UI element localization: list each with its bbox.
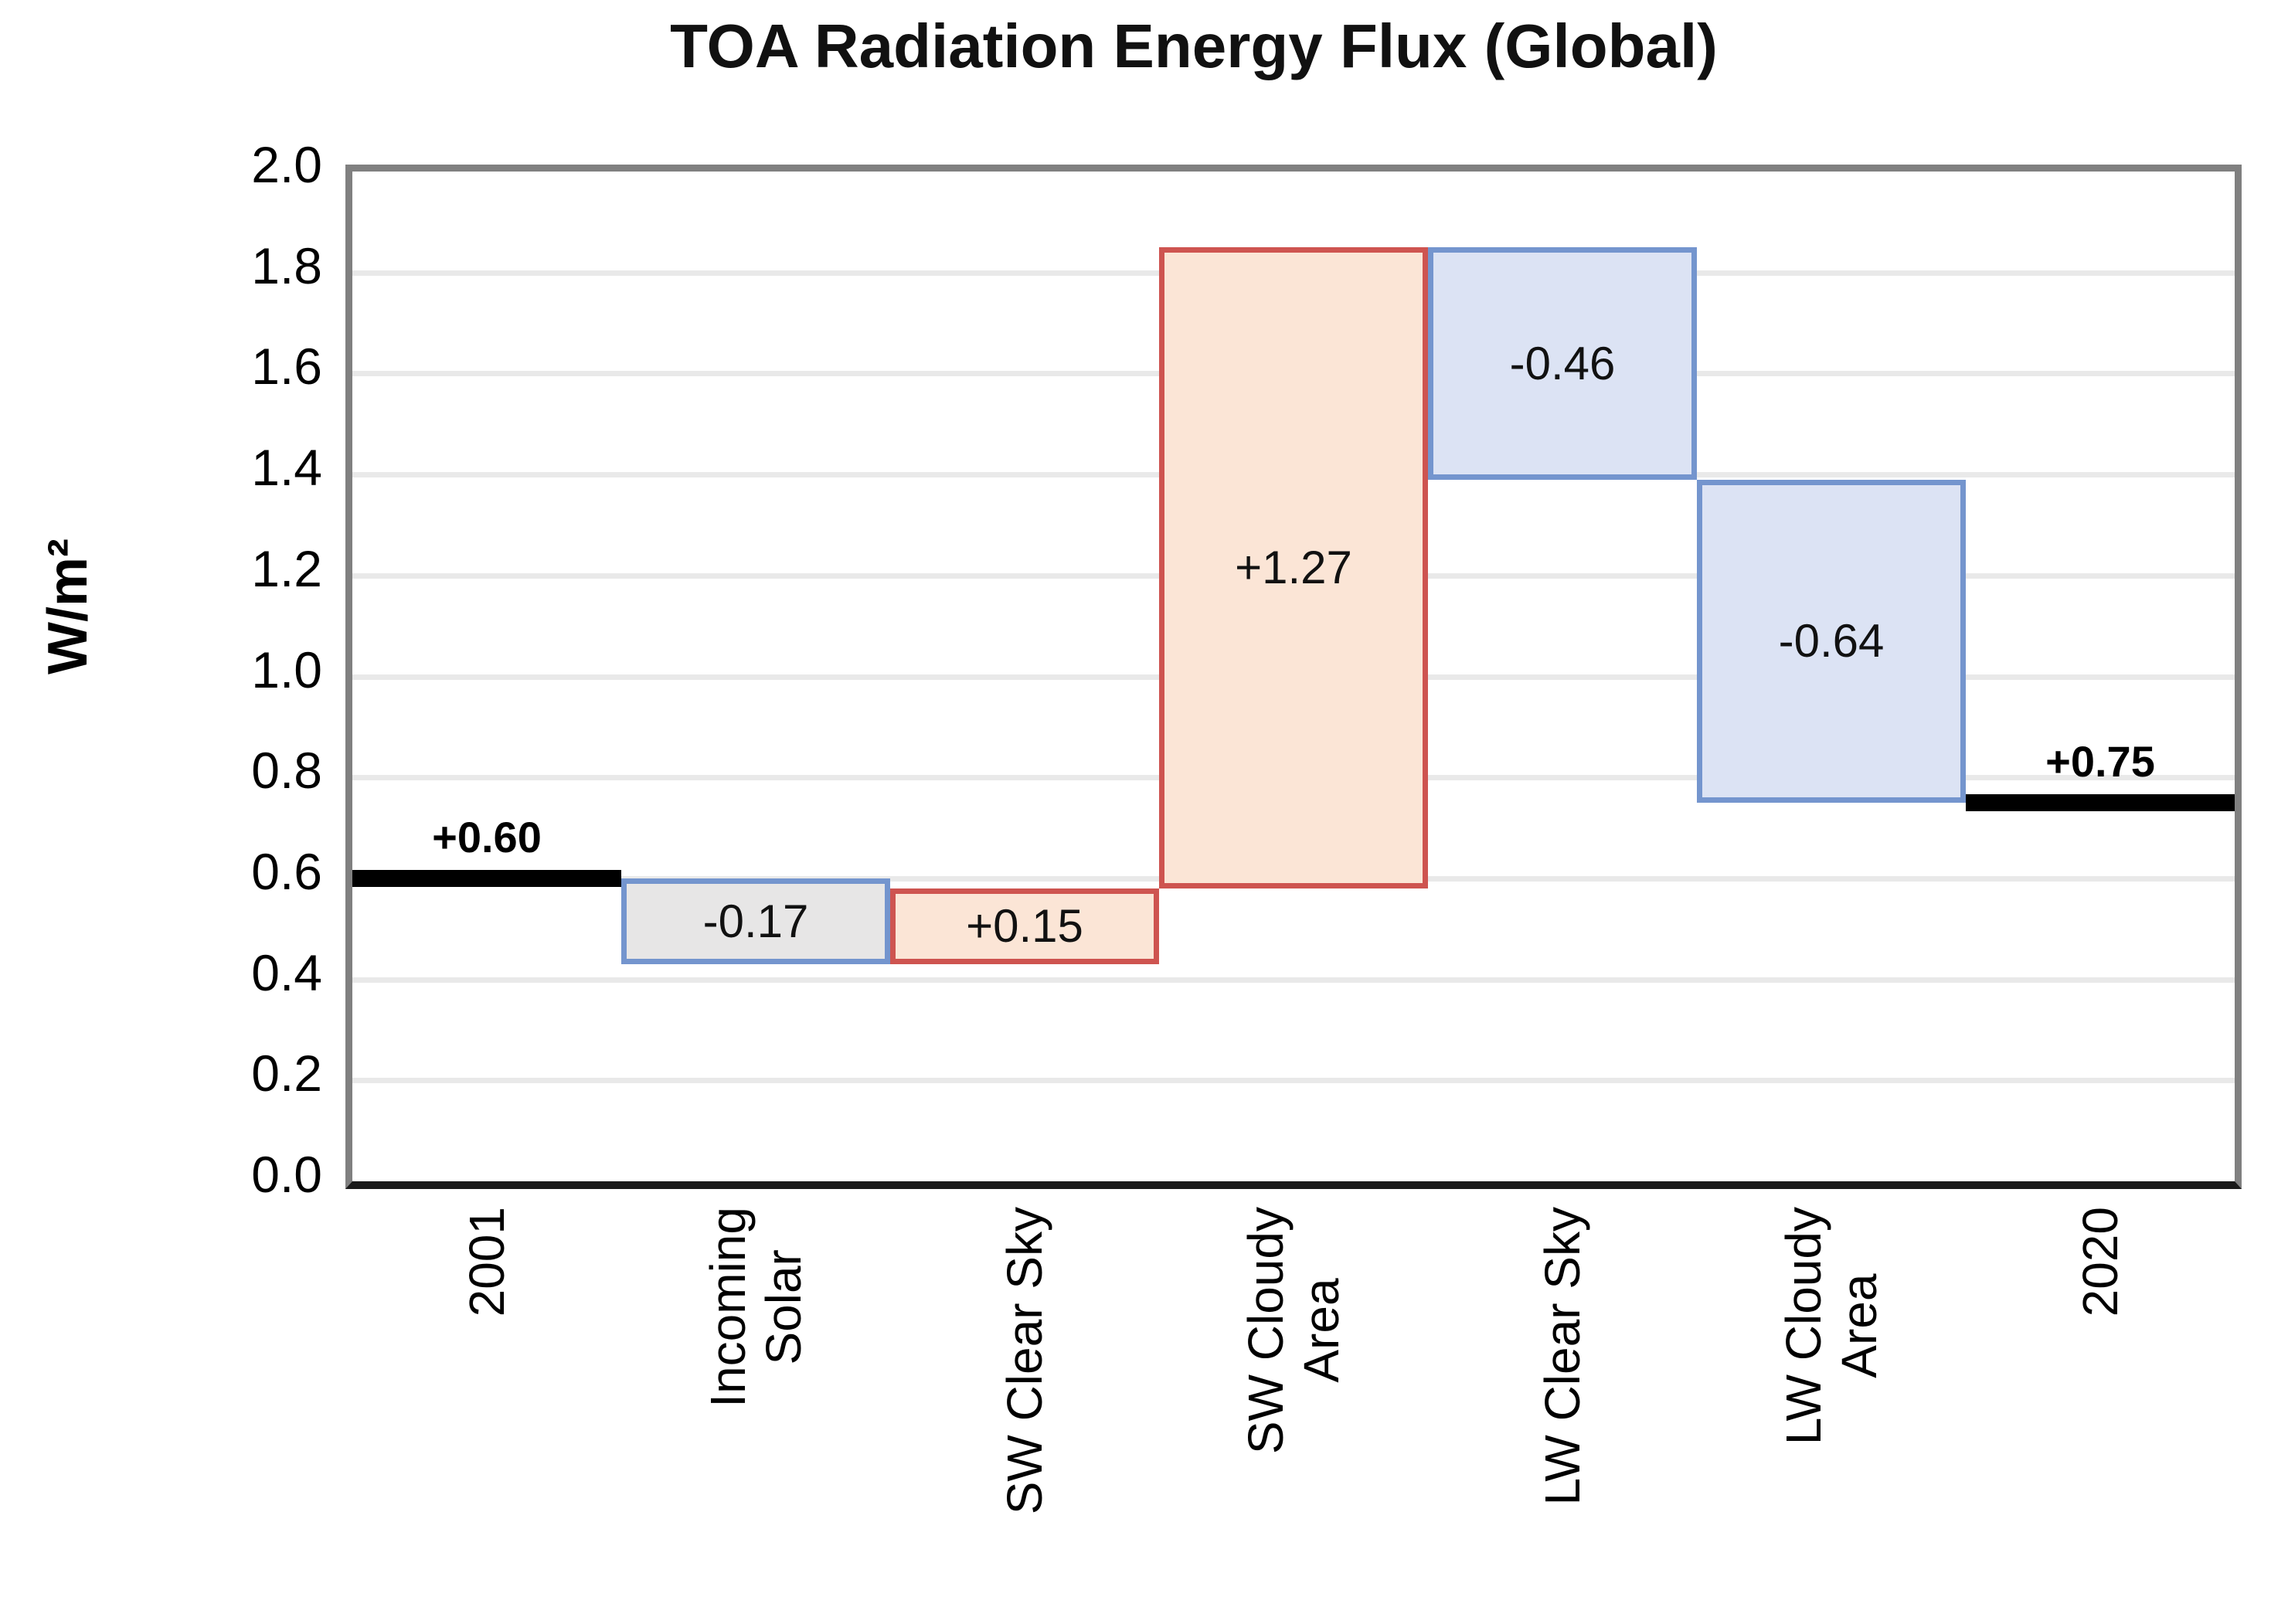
bar-incoming-solar: -0.17 — [621, 878, 890, 964]
y-axis-title: W/m² — [37, 539, 99, 674]
gridline — [352, 1078, 2235, 1084]
y-tick-label: 1.6 — [251, 338, 322, 396]
y-tick-label: 1.0 — [251, 640, 322, 698]
x-label-text: SW Clear Sky — [997, 1207, 1052, 1515]
x-label-incoming-solar: Incoming Solar — [700, 1207, 811, 1578]
y-tick-label: 0.0 — [251, 1146, 322, 1203]
data-label-2001: +0.60 — [432, 812, 542, 861]
x-label-text: SW Cloudy Area — [1238, 1207, 1349, 1455]
data-label-2020: +0.75 — [2045, 736, 2155, 786]
data-label-incoming-solar: -0.17 — [702, 895, 809, 947]
y-tick-label: 1.4 — [251, 439, 322, 497]
bar-2001 — [352, 869, 621, 887]
data-label-sw-clear-sky: +0.15 — [966, 900, 1083, 953]
y-tick-label: 0.2 — [251, 1045, 322, 1102]
x-label-sw-clear-sky: SW Clear Sky — [997, 1207, 1052, 1578]
y-tick-label: 0.4 — [251, 943, 322, 1001]
x-label-2020: 2020 — [2072, 1207, 2128, 1578]
y-tick-label: 2.0 — [251, 136, 322, 193]
data-label-lw-cloudy-area: -0.64 — [1778, 615, 1885, 668]
gridline — [352, 977, 2235, 983]
x-label-lw-cloudy-area: LW Cloudy Area — [1776, 1207, 1887, 1578]
bar-lw-clear-sky: -0.46 — [1428, 247, 1697, 480]
data-label-lw-clear-sky: -0.46 — [1509, 337, 1616, 389]
plot-area: -0.17 +0.15 +1.27 -0.46 -0.64 — [345, 165, 2242, 1189]
bar-sw-cloudy-area: +1.27 — [1159, 247, 1428, 888]
chart-title: TOA Radiation Energy Flux (Global) — [670, 12, 1718, 80]
x-label-text: LW Clear Sky — [1535, 1207, 1590, 1506]
bar-sw-clear-sky: +0.15 — [890, 888, 1159, 964]
x-label-text: 2020 — [2072, 1207, 2128, 1317]
x-label-text: 2001 — [459, 1207, 515, 1317]
y-tick-label: 1.8 — [251, 236, 322, 294]
x-label-text: LW Cloudy Area — [1776, 1207, 1887, 1446]
data-label-sw-cloudy-area: +1.27 — [1235, 542, 1352, 594]
x-label-2001: 2001 — [459, 1207, 515, 1578]
y-tick-label: 1.2 — [251, 539, 322, 597]
x-label-text: Incoming Solar — [700, 1207, 811, 1408]
x-label-lw-clear-sky: LW Clear Sky — [1535, 1207, 1590, 1578]
x-label-sw-cloudy-area: SW Cloudy Area — [1238, 1207, 1349, 1578]
y-tick-label: 0.6 — [251, 842, 322, 900]
y-tick-label: 0.8 — [251, 742, 322, 800]
bar-lw-cloudy-area: -0.64 — [1697, 479, 1966, 803]
bar-2020 — [1966, 793, 2235, 811]
